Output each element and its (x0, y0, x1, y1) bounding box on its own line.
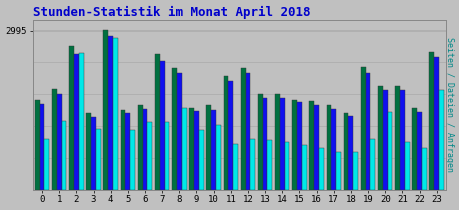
Bar (69, 46, 74, 190)
Bar (142, 109, 147, 190)
Bar (421, 148, 426, 190)
Bar (369, 139, 375, 190)
Bar (103, 30, 108, 190)
Bar (394, 86, 399, 190)
Bar (91, 117, 96, 190)
Bar (267, 140, 272, 190)
Bar (172, 68, 177, 190)
Bar (353, 152, 357, 190)
Bar (181, 108, 186, 190)
Bar (262, 98, 267, 190)
Bar (96, 129, 101, 190)
Bar (348, 116, 353, 190)
Bar (52, 89, 56, 190)
Bar (416, 112, 421, 190)
Bar (326, 105, 330, 190)
Bar (387, 112, 392, 190)
Bar (108, 36, 113, 190)
Bar (177, 73, 181, 190)
Bar (125, 113, 130, 190)
Bar (159, 61, 164, 190)
Bar (382, 91, 387, 190)
Bar (35, 100, 39, 190)
Bar (78, 53, 84, 190)
Text: Stunden-Statistik im Monat April 2018: Stunden-Statistik im Monat April 2018 (33, 5, 309, 19)
Bar (318, 148, 323, 190)
Bar (377, 86, 382, 190)
Y-axis label: Seiten / Dateien / Anfragen: Seiten / Dateien / Anfragen (444, 37, 453, 172)
Bar (211, 110, 216, 190)
Bar (189, 108, 194, 190)
Bar (343, 113, 348, 190)
Bar (147, 122, 152, 190)
Bar (62, 121, 66, 190)
Bar (297, 102, 301, 190)
Bar (164, 122, 169, 190)
Bar (438, 90, 443, 190)
Bar (433, 57, 438, 190)
Bar (120, 110, 125, 190)
Bar (313, 105, 318, 190)
Bar (130, 130, 135, 190)
Bar (399, 91, 404, 190)
Bar (74, 54, 78, 190)
Bar (223, 76, 228, 190)
Bar (240, 68, 245, 190)
Bar (194, 111, 198, 190)
Bar (86, 113, 91, 190)
Bar (360, 67, 365, 190)
Bar (336, 152, 340, 190)
Bar (404, 142, 409, 190)
Bar (56, 94, 62, 190)
Bar (257, 94, 262, 190)
Bar (365, 73, 369, 190)
Bar (245, 73, 250, 190)
Bar (39, 104, 45, 190)
Bar (138, 105, 142, 190)
Bar (330, 109, 336, 190)
Bar (155, 54, 159, 190)
Bar (216, 125, 220, 190)
Bar (279, 98, 284, 190)
Bar (206, 105, 211, 190)
Bar (250, 139, 255, 190)
Bar (429, 52, 433, 190)
Bar (309, 101, 313, 190)
Bar (284, 142, 289, 190)
Bar (411, 108, 416, 190)
Bar (274, 94, 279, 190)
Bar (45, 139, 49, 190)
Bar (301, 145, 306, 190)
Bar (233, 144, 237, 190)
Bar (198, 130, 203, 190)
Bar (228, 81, 233, 190)
Bar (113, 38, 118, 190)
Bar (291, 100, 297, 190)
